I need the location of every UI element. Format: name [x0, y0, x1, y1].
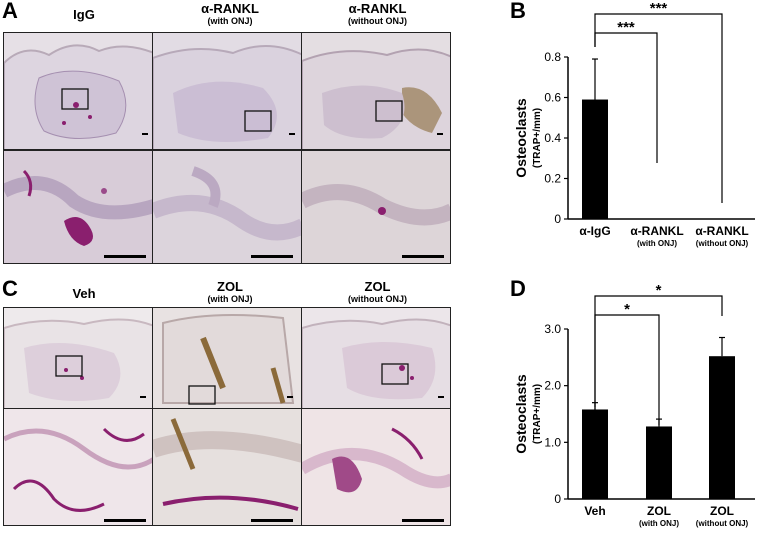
panel-c-col-label-2-main: ZOL — [217, 279, 243, 294]
y-axis-label: Osteoclasts — [513, 98, 529, 178]
panel-a-col-label-3-main: α-RANKL — [348, 1, 407, 16]
panel-a-col-label-2-main: α-RANKL — [201, 1, 259, 16]
category-sub-label-2: (without ONJ) — [696, 239, 749, 248]
panel-letter-a: A — [2, 0, 18, 23]
panel-a-col-label-1-main: IgG — [73, 7, 95, 22]
category-label-2: α-RANKL — [695, 224, 748, 238]
significance-bracket-0 — [594, 314, 660, 425]
panel-c-col-label-1: Veh — [24, 287, 144, 301]
panel-c-col-label-3-sub: (without ONJ) — [348, 294, 407, 304]
bar-2 — [709, 356, 735, 499]
significance-label-0: * — [624, 301, 630, 318]
y-tick-label: 2.0 — [544, 379, 561, 393]
panel-c-col-label-3-main: ZOL — [364, 279, 391, 294]
bar-0 — [582, 99, 608, 219]
y-tick-label: 0.2 — [544, 172, 561, 186]
panel-a-col-label-3-sub: (without ONJ) — [348, 16, 407, 26]
panel-c-col-label-2-sub: (with ONJ) — [207, 294, 253, 304]
y-axis-unit: (TRAP+/mm) — [532, 108, 543, 168]
chart-d: 0 1.0 2.0 3.0 Osteoclasts (TRAP+/mm) Veh ZOL (wi… — [510, 282, 758, 530]
y-tick-label: 0 — [554, 492, 561, 506]
panel-a-col-label-1: IgG — [24, 8, 144, 22]
y-tick-label: 3.0 — [544, 322, 561, 336]
category-label-1: ZOL — [647, 504, 671, 518]
y-tick-label: 0.4 — [544, 131, 561, 145]
micrograph-c-veh-high — [3, 408, 153, 526]
micrograph-a-igg-high — [3, 150, 153, 264]
category-label-0: α-IgG — [579, 224, 610, 238]
panel-a-col-label-3: α-RANKL (without ONJ) — [305, 2, 450, 27]
significance-label-0: *** — [617, 19, 635, 36]
y-tick-label: 0.6 — [544, 91, 561, 105]
y-tick-label: 1.0 — [544, 435, 561, 449]
micrograph-c-zol-no-onj-low — [301, 307, 451, 409]
bar-1 — [646, 426, 672, 499]
significance-bracket-1 — [594, 295, 723, 407]
significance-label-1: * — [656, 282, 662, 299]
panel-a-col-label-2-sub: (with ONJ) — [207, 16, 253, 26]
y-axis-unit: (TRAP+/mm) — [532, 384, 543, 444]
panel-a-col-label-2: α-RANKL (with ONJ) — [160, 2, 300, 27]
micrograph-a-rankl-no-onj-low — [301, 32, 451, 150]
panel-letter-c: C — [2, 276, 18, 301]
chart-b: 0 0.2 0.4 0.6 0.8 Osteoclasts (TRAP+/mm) α-IgG α… — [510, 0, 758, 265]
micrograph-c-veh-low — [3, 307, 153, 409]
y-tick-label: 0.8 — [544, 50, 561, 64]
panel-letter-d: D — [510, 276, 526, 301]
category-sub-label-1: (with ONJ) — [637, 239, 677, 248]
category-sub-label-1: (with ONJ) — [639, 519, 679, 528]
category-label-2: ZOL — [710, 504, 734, 518]
category-label-0: Veh — [584, 504, 605, 518]
category-label-1: α-RANKL — [630, 224, 683, 238]
panel-letter-b: B — [510, 0, 526, 23]
micrograph-c-zol-onj-high — [152, 408, 302, 526]
bar-0 — [582, 409, 608, 499]
panel-c-col-label-2: ZOL (with ONJ) — [160, 280, 300, 305]
chart-b-svg: 0 0.2 0.4 0.6 0.8 Osteoclasts (TRAP+/mm) α-IgG α… — [513, 0, 755, 248]
micrograph-a-rankl-no-onj-high — [301, 150, 451, 264]
micrograph-c-zol-no-onj-high — [301, 408, 451, 526]
y-axis-label: Osteoclasts — [513, 374, 529, 454]
micrograph-a-rankl-onj-low — [152, 32, 302, 150]
panel-c-col-label-1-main: Veh — [72, 286, 96, 301]
micrograph-c-zol-onj-low — [152, 307, 302, 409]
micrograph-a-igg-low — [3, 32, 153, 150]
panel-c-col-label-3: ZOL (without ONJ) — [305, 280, 450, 305]
category-sub-label-2: (without ONJ) — [696, 519, 749, 528]
y-tick-label: 0 — [554, 212, 561, 226]
significance-bracket-1 — [594, 13, 723, 203]
significance-label-1: *** — [650, 0, 668, 17]
micrograph-a-rankl-onj-high — [152, 150, 302, 264]
